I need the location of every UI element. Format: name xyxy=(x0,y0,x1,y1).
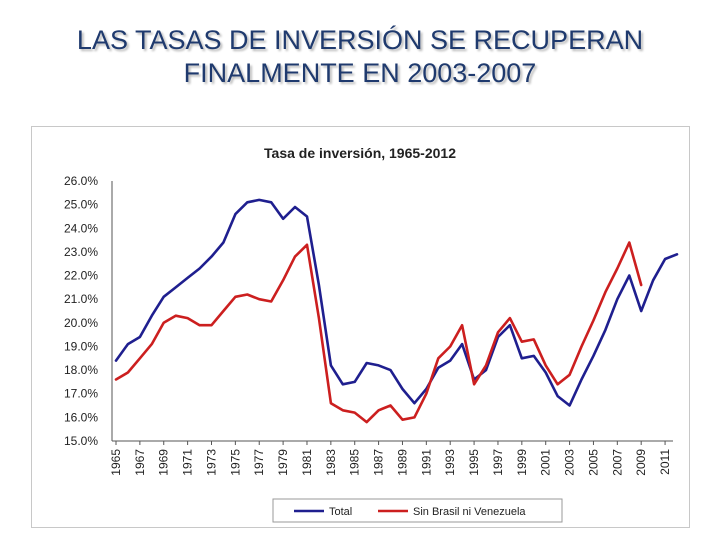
x-tick-label: 1991 xyxy=(419,449,433,476)
x-tick-label: 2003 xyxy=(563,449,577,476)
series-line-sin-brasil-ni-venezuela xyxy=(114,241,643,424)
line-chart: Tasa de inversión, 1965-2012 15.0% 16.0% 17… xyxy=(64,145,679,523)
y-tick-label: 16.0% xyxy=(64,410,98,424)
slide-title-line2: FINALMENTE EN 2003-2007 xyxy=(183,58,537,88)
x-tick-label: 1973 xyxy=(204,449,218,476)
y-tick-label: 26.0% xyxy=(64,174,98,188)
x-tick-label: 1971 xyxy=(181,449,195,476)
chart-title: Tasa de inversión, 1965-2012 xyxy=(264,145,456,161)
slide-title-line1: LAS TASAS DE INVERSIÓN SE RECUPERAN xyxy=(76,25,644,55)
y-tick-label: 18.0% xyxy=(64,363,98,377)
x-tick-label: 1967 xyxy=(133,449,147,476)
x-tick-label: 2001 xyxy=(539,449,553,476)
x-tick-label: 1987 xyxy=(372,449,386,476)
y-tick-label: 21.0% xyxy=(64,292,98,306)
y-tick-label: 15.0% xyxy=(64,434,98,448)
chart-frame: Tasa de inversión, 1965-2012 15.0% 16.0% 17… xyxy=(31,126,690,528)
x-tick-label: 1999 xyxy=(515,449,529,476)
x-tick-label: 1965 xyxy=(109,449,123,476)
x-tick-label: 1997 xyxy=(491,449,505,476)
y-tick-label: 19.0% xyxy=(64,339,98,353)
x-tick-label: 1975 xyxy=(228,449,242,476)
legend-label: Sin Brasil ni Venezuela xyxy=(413,506,526,518)
x-tick-label: 1979 xyxy=(276,449,290,476)
x-tick-label: 1993 xyxy=(443,449,457,476)
y-tick-label: 20.0% xyxy=(64,316,98,330)
x-tick-label: 1983 xyxy=(324,449,338,476)
x-tick-label: 1995 xyxy=(467,449,481,476)
y-tick-label: 25.0% xyxy=(64,198,98,212)
y-tick-label: 24.0% xyxy=(64,221,98,235)
x-tick-label: 1989 xyxy=(395,449,409,476)
x-tick-label: 1981 xyxy=(300,449,314,476)
x-tick-label: 2009 xyxy=(634,449,648,476)
legend-label: Total xyxy=(329,506,352,518)
series-line-total xyxy=(114,198,679,407)
y-tick-label: 17.0% xyxy=(64,387,98,401)
y-tick-label: 22.0% xyxy=(64,269,98,283)
x-tick-label: 2007 xyxy=(610,449,624,476)
y-tick-label: 23.0% xyxy=(64,245,98,259)
x-tick-label: 2005 xyxy=(586,449,600,476)
x-tick-label: 1977 xyxy=(252,449,266,476)
slide-title: LAS TASAS DE INVERSIÓN SE RECUPERAN FINA… xyxy=(0,24,720,90)
x-tick-label: 1969 xyxy=(157,449,171,476)
legend-box xyxy=(272,498,563,523)
x-tick-label: 1985 xyxy=(348,449,362,476)
x-tick-label: 2011 xyxy=(658,449,672,475)
